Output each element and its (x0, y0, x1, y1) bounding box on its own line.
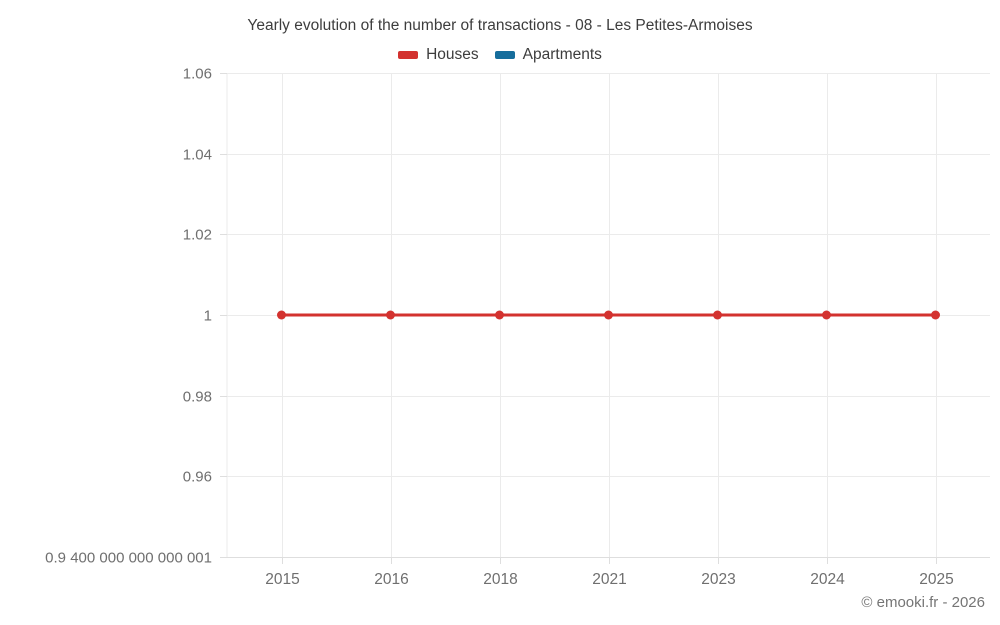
x-tick-label: 2025 (919, 571, 953, 588)
houses-data-point[interactable] (495, 310, 504, 320)
x-tick-label: 2021 (592, 571, 626, 588)
chart-title: Yearly evolution of the number of transa… (247, 17, 753, 34)
x-tick-label: 2024 (810, 571, 845, 588)
x-tick-label: 2023 (701, 571, 735, 588)
legend-item-apartments[interactable]: Apartments (494, 46, 602, 64)
x-tick-label: 2016 (374, 571, 408, 588)
houses-data-point[interactable] (822, 310, 831, 320)
y-tick-label: 1.06 (183, 66, 212, 83)
legend-item-label: Houses (426, 46, 479, 63)
chart-legend: Houses Apartments (0, 46, 1000, 64)
y-tick-label: 1.04 (183, 147, 212, 164)
houses-data-point[interactable] (386, 310, 395, 320)
y-tick-label: 1 (204, 308, 212, 325)
x-tick-label: 2015 (265, 571, 299, 588)
legend-item-houses[interactable]: Houses (398, 46, 479, 64)
x-tick-label: 2018 (483, 571, 517, 588)
houses-data-point[interactable] (713, 310, 722, 320)
copyright-watermark: © emooki.fr - 2026 (861, 594, 985, 611)
houses-legend-swatch-icon (398, 51, 419, 59)
y-tick-label: 1.02 (183, 227, 212, 244)
houses-data-point[interactable] (931, 310, 940, 320)
houses-data-point[interactable] (604, 310, 613, 320)
y-tick-label: 0.98 (183, 389, 212, 406)
houses-data-point[interactable] (277, 310, 286, 320)
apartments-legend-swatch-icon (494, 51, 515, 59)
legend-item-label: Apartments (522, 46, 602, 63)
y-tick-label: 0.9 400 000 000 000 001 (45, 550, 212, 567)
y-tick-label: 0.96 (183, 469, 212, 486)
